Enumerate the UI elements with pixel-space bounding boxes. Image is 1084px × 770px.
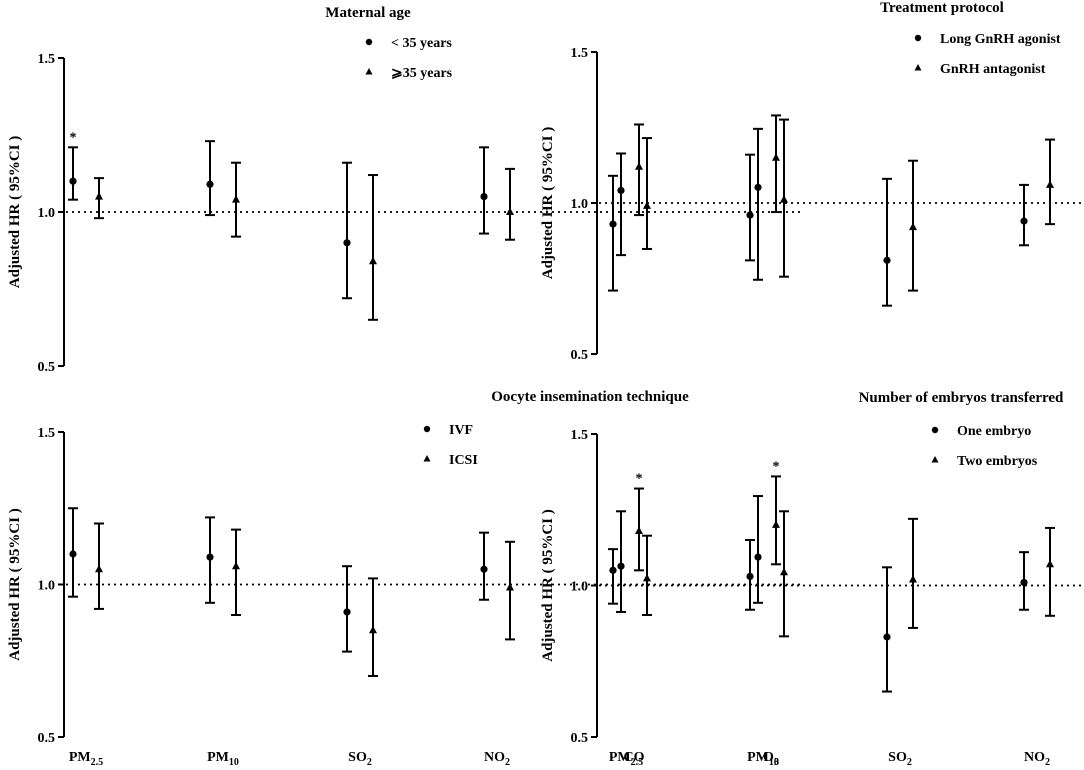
legend-label: GnRH antagonist — [940, 62, 1046, 77]
x-tick-label: NO2 — [1024, 750, 1050, 768]
point-marker — [206, 553, 214, 561]
legend-marker-triangle — [931, 456, 939, 463]
point-marker — [95, 192, 103, 200]
y-axis-label: Adjusted HR ( 95%CI ) — [540, 127, 556, 280]
point-marker — [232, 195, 240, 203]
y-axis-label: Adjusted HR ( 95%CI ) — [540, 509, 556, 662]
y-axis-label: Adjusted HR ( 95%CI ) — [7, 136, 23, 289]
point-marker — [746, 211, 754, 219]
point-marker — [343, 608, 351, 616]
point-marker — [69, 550, 77, 558]
significance-marker: * — [70, 130, 77, 145]
point-marker — [617, 186, 625, 195]
legend-label: < 35 years — [391, 36, 452, 51]
point-marker — [883, 256, 891, 264]
point-marker — [754, 183, 762, 191]
point-marker — [609, 566, 617, 574]
significance-marker: * — [773, 459, 780, 474]
point-marker — [1020, 217, 1028, 225]
y-tick-label: 1.0 — [38, 579, 56, 594]
point-marker — [780, 567, 788, 576]
point-marker — [506, 583, 514, 591]
y-tick-label: 1.5 — [571, 428, 589, 443]
legend-label: Two embryos — [957, 454, 1038, 469]
y-tick-label: 1.5 — [38, 52, 56, 67]
legend-marker-circle — [423, 425, 431, 433]
legend-marker-triangle — [914, 64, 922, 71]
point-marker — [754, 553, 762, 561]
chart-title: Maternal age — [325, 5, 411, 21]
point-marker — [206, 180, 214, 188]
x-tick-label: O3 — [763, 750, 779, 768]
y-tick-label: 1.0 — [571, 197, 589, 212]
x-tick-label: SO2 — [888, 750, 912, 768]
legend-label: One embryo — [957, 424, 1031, 439]
legend-label: ICSI — [449, 453, 478, 468]
y-tick-label: 0.5 — [38, 360, 56, 375]
point-marker — [635, 162, 643, 170]
legend-marker-circle — [365, 38, 373, 46]
y-tick-label: 0.5 — [38, 731, 56, 746]
y-tick-label: 1.0 — [38, 206, 56, 221]
x-tick-label: PM10 — [207, 750, 239, 768]
point-marker — [480, 565, 488, 573]
x-tick-label: NO2 — [484, 750, 510, 768]
point-marker — [343, 239, 351, 247]
chart-title: Treatment protocol — [880, 0, 1004, 16]
y-tick-label: 0.5 — [571, 731, 589, 746]
point-marker — [369, 625, 377, 634]
chart-panel-3: Oocyte insemination technique 0.5 1.0 1.5 Ad… — [7, 389, 804, 768]
legend-label: ⩾35 years — [391, 66, 453, 81]
chart-panel-4: Number of embryos transferred 0.5 1.0 1.5 Ad… — [540, 390, 1084, 768]
x-tick-label: CO — [624, 750, 645, 765]
legend-marker-circle — [914, 34, 922, 42]
y-axis-label: Adjusted HR ( 95%CI ) — [7, 508, 23, 661]
legend-marker-triangle — [423, 455, 431, 462]
point-marker — [95, 564, 103, 573]
chart-title: Oocyte insemination technique — [491, 389, 689, 405]
point-marker — [909, 222, 917, 231]
point-marker — [1046, 180, 1054, 188]
point-marker — [506, 207, 514, 215]
x-tick-label: PM2.5 — [609, 750, 643, 768]
x-tick-label: PM2.5 — [69, 750, 103, 768]
y-tick-label: 1.0 — [571, 580, 589, 595]
point-marker — [369, 256, 377, 265]
point-marker — [480, 193, 488, 201]
x-tick-label: PM10 — [747, 750, 779, 768]
point-marker — [635, 526, 643, 534]
legend-marker-triangle — [365, 68, 373, 75]
legend-label: Long GnRH agonist — [940, 32, 1061, 47]
point-marker — [232, 561, 240, 570]
point-marker — [1020, 578, 1028, 587]
chart-title: Number of embryos transferred — [859, 390, 1064, 406]
legend-label: IVF — [449, 423, 473, 438]
point-marker — [909, 574, 917, 583]
point-marker — [643, 573, 651, 582]
point-marker — [772, 153, 780, 161]
point-marker — [780, 195, 788, 203]
point-marker — [1046, 559, 1054, 568]
legend-marker-circle — [931, 426, 939, 434]
point-marker — [609, 220, 617, 228]
point-marker — [746, 572, 754, 581]
chart-panel-1: Maternal age 0.5 1.0 1.5 Adjusted HR ( 95%CI… — [7, 5, 804, 375]
x-tick-label: SO2 — [348, 750, 372, 768]
point-marker — [69, 177, 77, 185]
y-tick-label: 1.5 — [38, 426, 56, 441]
point-marker — [617, 562, 625, 570]
significance-marker: * — [636, 472, 643, 487]
y-tick-label: 1.5 — [571, 46, 589, 61]
point-marker — [883, 633, 891, 641]
point-marker — [643, 201, 651, 209]
point-marker — [772, 520, 780, 528]
y-tick-label: 0.5 — [571, 348, 589, 363]
chart-panel-2: Treatment protocol 0.5 1.0 1.5 Adjusted HR (… — [540, 0, 1084, 363]
